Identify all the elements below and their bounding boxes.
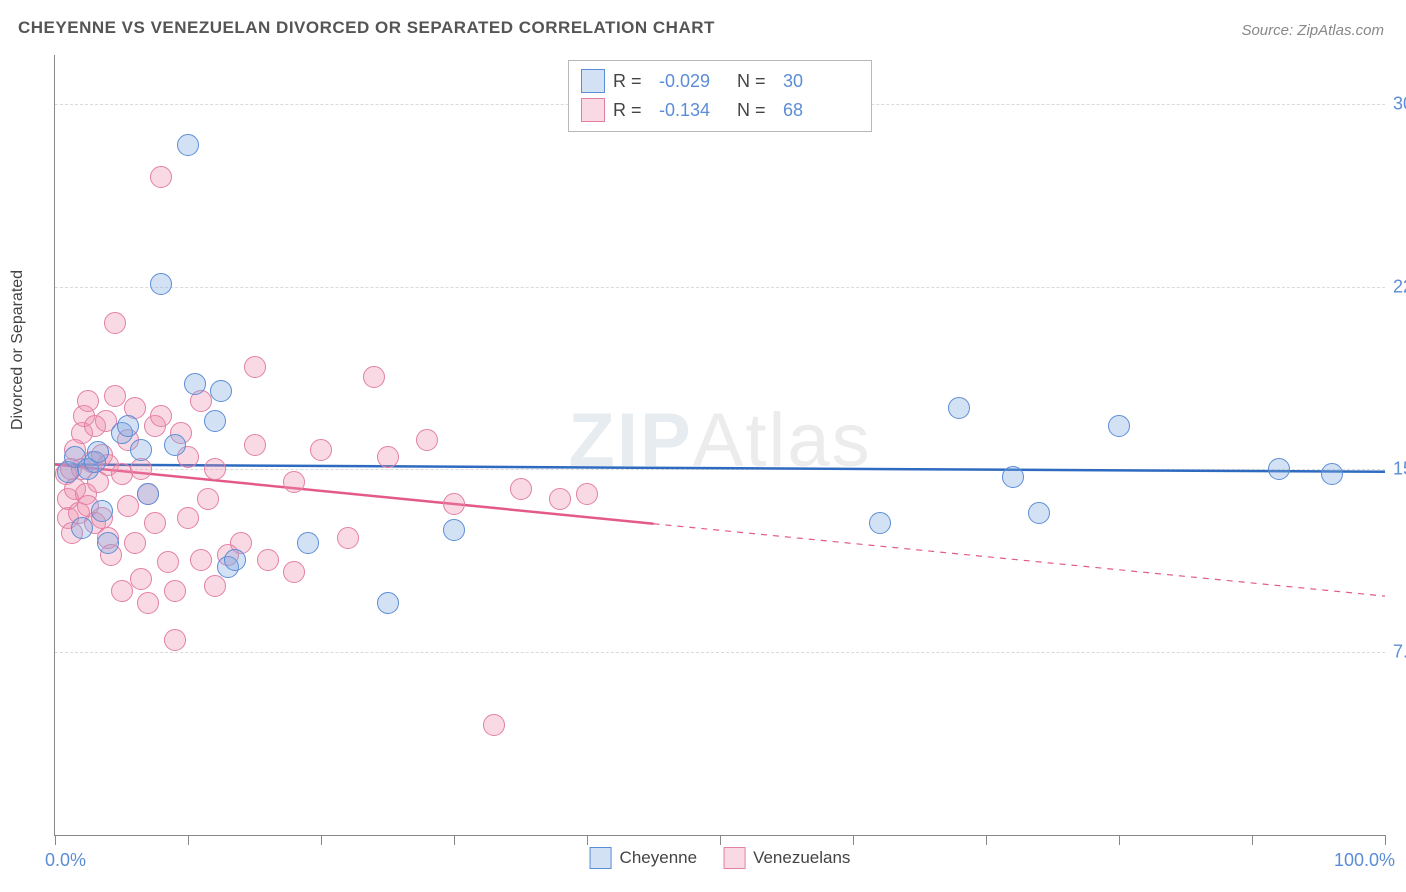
data-point bbox=[363, 366, 385, 388]
data-point bbox=[111, 463, 133, 485]
data-point bbox=[97, 532, 119, 554]
data-point bbox=[310, 439, 332, 461]
data-point bbox=[190, 549, 212, 571]
data-point bbox=[337, 527, 359, 549]
swatch-icon bbox=[723, 847, 745, 869]
data-point bbox=[224, 549, 246, 571]
data-point bbox=[210, 380, 232, 402]
source-label: Source: ZipAtlas.com bbox=[1241, 22, 1384, 39]
data-point bbox=[150, 166, 172, 188]
x-tick bbox=[1385, 835, 1386, 845]
gridline bbox=[55, 652, 1385, 653]
legend-series: Cheyenne Venezuelans bbox=[590, 847, 851, 869]
data-point bbox=[117, 495, 139, 517]
x-tick bbox=[853, 835, 854, 845]
data-point bbox=[283, 561, 305, 583]
data-point bbox=[443, 519, 465, 541]
data-point bbox=[257, 549, 279, 571]
data-point bbox=[244, 356, 266, 378]
data-point bbox=[177, 507, 199, 529]
swatch-icon bbox=[590, 847, 612, 869]
chart-plot-area: ZIPAtlas 7.5%15.0%22.5%30.0% R = -0.029 … bbox=[54, 55, 1385, 836]
data-point bbox=[137, 483, 159, 505]
data-point bbox=[443, 493, 465, 515]
data-point bbox=[948, 397, 970, 419]
data-point bbox=[144, 512, 166, 534]
legend-item-cheyenne: Cheyenne bbox=[590, 847, 698, 869]
gridline bbox=[55, 469, 1385, 470]
y-tick-label: 30.0% bbox=[1393, 93, 1406, 114]
chart-title: CHEYENNE VS VENEZUELAN DIVORCED OR SEPAR… bbox=[18, 18, 715, 38]
data-point bbox=[204, 410, 226, 432]
x-tick bbox=[188, 835, 189, 845]
data-point bbox=[77, 390, 99, 412]
y-tick-label: 15.0% bbox=[1393, 459, 1406, 480]
data-point bbox=[91, 500, 113, 522]
data-point bbox=[1002, 466, 1024, 488]
data-point bbox=[150, 273, 172, 295]
data-point bbox=[483, 714, 505, 736]
data-point bbox=[1108, 415, 1130, 437]
data-point bbox=[377, 446, 399, 468]
data-point bbox=[184, 373, 206, 395]
legend-row-cheyenne: R = -0.029 N = 30 bbox=[581, 67, 853, 96]
data-point bbox=[204, 575, 226, 597]
data-point bbox=[104, 385, 126, 407]
x-tick bbox=[1119, 835, 1120, 845]
data-point bbox=[130, 439, 152, 461]
x-tick bbox=[454, 835, 455, 845]
x-max-label: 100.0% bbox=[1334, 850, 1395, 871]
data-point bbox=[510, 478, 532, 500]
data-point bbox=[549, 488, 571, 510]
data-point bbox=[71, 517, 93, 539]
data-point bbox=[164, 629, 186, 651]
data-point bbox=[124, 532, 146, 554]
legend-correlation: R = -0.029 N = 30 R = -0.134 N = 68 bbox=[568, 60, 872, 132]
data-point bbox=[157, 551, 179, 573]
y-tick-label: 7.5% bbox=[1393, 642, 1406, 663]
data-point bbox=[177, 134, 199, 156]
gridline bbox=[55, 287, 1385, 288]
data-point bbox=[204, 458, 226, 480]
data-point bbox=[164, 580, 186, 602]
data-point bbox=[87, 441, 109, 463]
x-min-label: 0.0% bbox=[45, 850, 86, 871]
data-point bbox=[244, 434, 266, 456]
data-point bbox=[117, 415, 139, 437]
data-point bbox=[130, 458, 152, 480]
x-tick bbox=[720, 835, 721, 845]
data-point bbox=[130, 568, 152, 590]
data-point bbox=[164, 434, 186, 456]
data-point bbox=[104, 312, 126, 334]
data-point bbox=[283, 471, 305, 493]
y-axis-title: Divorced or Separated bbox=[9, 270, 27, 430]
legend-item-venezuelans: Venezuelans bbox=[723, 847, 850, 869]
x-tick bbox=[1252, 835, 1253, 845]
data-point bbox=[197, 488, 219, 510]
data-point bbox=[1028, 502, 1050, 524]
data-point bbox=[576, 483, 598, 505]
x-tick bbox=[986, 835, 987, 845]
y-tick-label: 22.5% bbox=[1393, 276, 1406, 297]
data-point bbox=[297, 532, 319, 554]
data-point bbox=[1321, 463, 1343, 485]
legend-row-venezuelans: R = -0.134 N = 68 bbox=[581, 96, 853, 125]
data-point bbox=[111, 580, 133, 602]
data-point bbox=[1268, 458, 1290, 480]
data-point bbox=[869, 512, 891, 534]
x-tick bbox=[587, 835, 588, 845]
data-point bbox=[150, 405, 172, 427]
data-point bbox=[137, 592, 159, 614]
swatch-venezuelans bbox=[581, 98, 605, 122]
x-tick bbox=[321, 835, 322, 845]
data-point bbox=[416, 429, 438, 451]
data-point bbox=[377, 592, 399, 614]
swatch-cheyenne bbox=[581, 69, 605, 93]
x-tick bbox=[55, 835, 56, 845]
watermark: ZIPAtlas bbox=[568, 397, 871, 484]
